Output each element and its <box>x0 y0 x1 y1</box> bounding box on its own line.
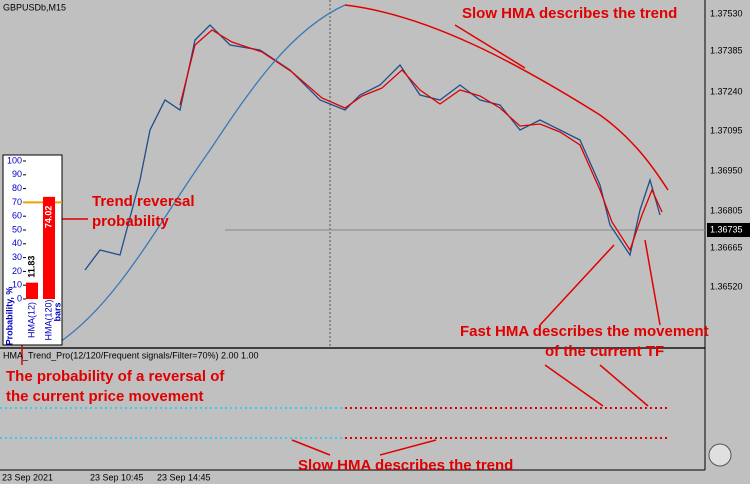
bar-value: 74.02 <box>43 206 53 229</box>
annotation: Slow HMA describes the trend <box>298 457 513 474</box>
panel-tick-label: 40 <box>12 238 22 248</box>
bar-name: HMA(120) <box>43 299 53 340</box>
fast-hma <box>179 29 663 252</box>
annotation: the current price movement <box>6 388 204 405</box>
indicator-label: HMA_Trend_Pro(12/120/Frequent signals/Fi… <box>3 350 259 360</box>
price-series <box>84 24 661 271</box>
price-label: 1.36805 <box>710 205 743 215</box>
main-pane <box>0 0 705 346</box>
panel-tick-label: 30 <box>12 252 22 262</box>
time-label: 23 Sep 2021 <box>2 472 53 482</box>
slow-hma-down <box>344 4 669 191</box>
panel-axis-title: Probability, % <box>4 287 14 346</box>
price-label: 1.37385 <box>710 45 743 55</box>
slow-hma-up <box>59 4 346 343</box>
panel-tick-label: 100 <box>7 155 22 165</box>
price-label: 1.37240 <box>710 86 743 96</box>
panel-tick-label: 60 <box>12 211 22 221</box>
window-title: GBPUSDb,M15 <box>3 2 66 12</box>
panel-tick-label: 50 <box>12 224 22 234</box>
price-label: 1.37530 <box>710 8 743 18</box>
panel-tick-label: 20 <box>12 266 22 276</box>
panel-tick-label: 90 <box>12 169 22 179</box>
annotation: probability <box>92 213 169 230</box>
price-label: 1.36520 <box>710 281 743 291</box>
annotation: Slow HMA describes the trend <box>462 5 677 22</box>
price-label: 1.36950 <box>710 165 743 175</box>
annotation-arrows <box>21 24 661 456</box>
move-icon[interactable] <box>708 443 732 467</box>
annotation: The probability of a reversal of <box>6 368 225 385</box>
annotation: Fast HMA describes the movement <box>460 323 709 340</box>
annotation: of the current TF <box>545 343 664 360</box>
time-label: 23 Sep 14:45 <box>157 472 211 482</box>
bar-value: 11.83 <box>26 256 36 278</box>
panel-tick-label: 80 <box>12 183 22 193</box>
time-label: 23 Sep 10:45 <box>90 472 144 482</box>
probability-bar <box>43 196 55 299</box>
panel-tick-label: 70 <box>12 197 22 207</box>
bar-name: HMA(12) <box>26 302 36 338</box>
panel-unit: bars <box>52 302 62 321</box>
panel-tick-label: 0 <box>17 293 22 303</box>
probability-bar <box>26 282 38 299</box>
annotation: Trend reversal <box>92 193 195 210</box>
current-price: 1.36735 <box>710 224 743 234</box>
price-label: 1.37095 <box>710 125 743 135</box>
current-price-box <box>707 223 750 237</box>
panel-tick-label: 10 <box>12 280 22 290</box>
price-label: 1.36665 <box>710 242 743 252</box>
